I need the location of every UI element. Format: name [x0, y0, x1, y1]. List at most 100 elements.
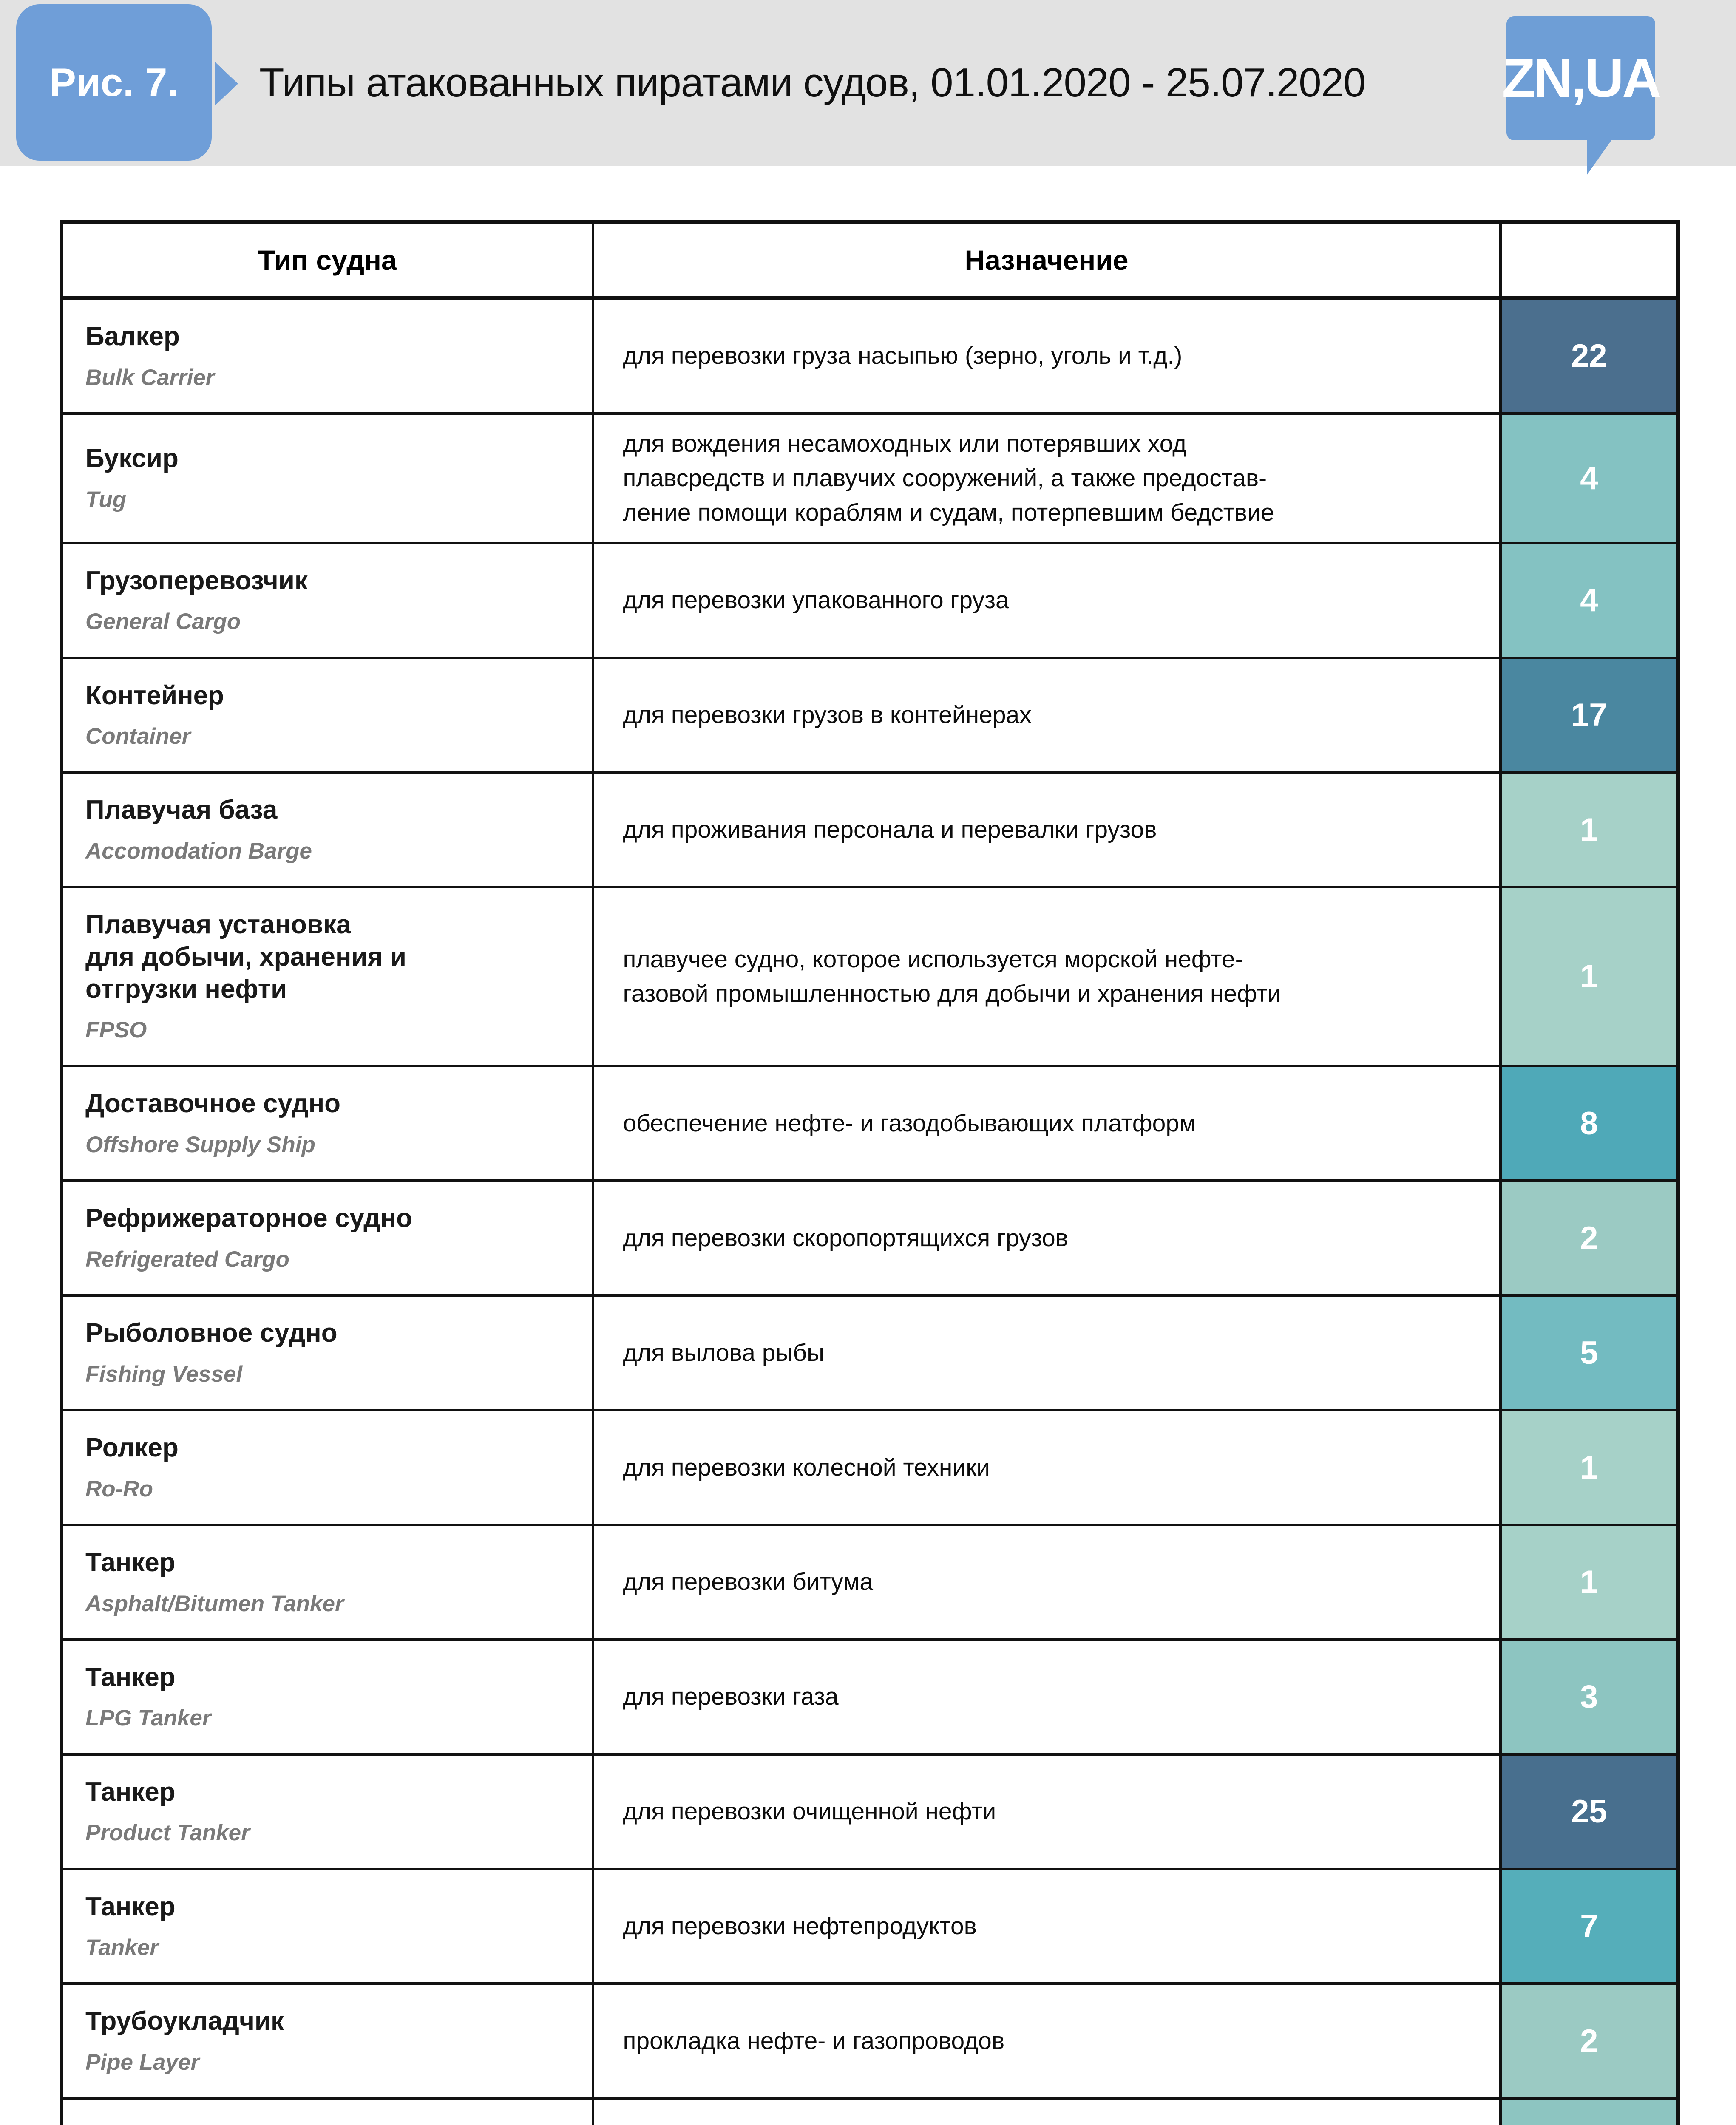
ship-type-ru: Танкер — [85, 1547, 176, 1577]
ship-type-cell: Буксир Tug — [60, 412, 594, 544]
ship-type-cell: Танкер Asphalt/Bitumen Tanker — [60, 1523, 594, 1641]
ship-type-ru: Контейнер — [85, 680, 224, 710]
purpose-cell: для перевозки упакованного груза — [591, 541, 1502, 659]
ship-type-ru: Буксир — [85, 444, 179, 473]
ship-type-en: Accomodation Barge — [85, 839, 312, 864]
purpose-cell: для перевозки скоропортящихся грузов — [591, 1179, 1502, 1297]
purpose-cell: для перевозки очищенной нефти — [591, 1753, 1502, 1870]
table-row: Доставочное судно Offshore Supply Ship о… — [60, 1065, 1680, 1182]
count-cell: 17 — [1499, 656, 1680, 774]
count-cell: 1 — [1499, 1523, 1680, 1641]
count-cell: 25 — [1499, 1753, 1680, 1870]
ship-type-ru: Рыболовное судно — [85, 1318, 338, 1348]
ship-type-en: FPSO — [85, 1017, 147, 1043]
column-header-purpose: Назначение — [591, 221, 1502, 300]
ship-type-en: Ro-Ro — [85, 1476, 153, 1502]
ship-type-en: Pipe Layer — [85, 2050, 200, 2075]
ship-types-table: Тип судна Назначение Балкер Bulk Carrier… — [60, 220, 1680, 2125]
page-title: Типы атакованных пиратами судов, 01.01.2… — [259, 60, 1366, 105]
ship-type-ru: Танкер — [85, 1892, 176, 1921]
count-cell: 5 — [1499, 1294, 1680, 1412]
ship-type-en: Asphalt/Bitumen Tanker — [85, 1591, 344, 1616]
purpose-cell: для перевозки нефтепродуктов — [591, 1867, 1502, 1985]
table-row: Плавучая база Accomodation Barge для про… — [60, 771, 1680, 889]
ship-type-en: Bulk Carrier — [85, 365, 215, 390]
ship-type-cell: Трубоукладчик Pipe Layer — [60, 1982, 594, 2100]
ship-type-cell: Танкер LPG Tanker — [60, 1638, 594, 1756]
ship-type-en: Tug — [85, 487, 127, 512]
ship-type-ru: Грузоперевозчик — [85, 566, 308, 595]
ship-type-ru: Танкер — [85, 1777, 176, 1807]
count-cell: 2 — [1499, 1982, 1680, 2100]
ship-type-en: Refrigerated Cargo — [85, 1247, 290, 1272]
ship-type-ru: Доставочное судно — [85, 1089, 341, 1119]
ship-type-en: Offshore Supply Ship — [85, 1132, 315, 1158]
count-cell: 22 — [1499, 297, 1680, 415]
ship-type-cell: Плавучая база Accomodation Barge — [60, 771, 594, 889]
ship-type-ru: Плавучая база — [85, 795, 278, 825]
chevron-right-icon — [215, 62, 238, 106]
purpose-cell: для перевозки грузов в контейнерах — [591, 656, 1502, 774]
table-header-row: Тип судна Назначение — [60, 221, 1680, 300]
table-row: Балкер Bulk Carrier для перевозки груза … — [60, 297, 1680, 415]
table-row: Контейнер Container для перевозки грузов… — [60, 656, 1680, 774]
znua-logo-tail — [1587, 138, 1613, 175]
table-row: Танкер Asphalt/Bitumen Tanker для перево… — [60, 1523, 1680, 1641]
ship-type-ru: Балкер — [85, 322, 180, 351]
count-cell: 4 — [1499, 412, 1680, 544]
ship-type-en: Product Tanker — [85, 1820, 250, 1846]
table-row: Ролкер Ro-Ro для перевозки колесной техн… — [60, 1409, 1680, 1526]
count-cell: 3 — [1499, 2097, 1680, 2125]
ship-type-ru: Плавучая установка для добычи, хранения … — [85, 910, 407, 1004]
count-cell: 2 — [1499, 1179, 1680, 1297]
ship-type-cell: Ролкер Ro-Ro — [60, 1409, 594, 1526]
table-body: Балкер Bulk Carrier для перевозки груза … — [60, 297, 1680, 2125]
count-cell: 7 — [1499, 1867, 1680, 1985]
ship-type-cell: Рефрижераторное судно Refrigerated Cargo — [60, 1179, 594, 1297]
ship-type-cell: Танкер Tanker — [60, 1867, 594, 1985]
ship-type-en: General Cargo — [85, 609, 241, 635]
znua-logo-text: ZN,UA — [1502, 48, 1661, 109]
purpose-cell: для проживания персонала и перевалки гру… — [591, 771, 1502, 889]
purpose-cell: для перевозки колесной техники — [591, 1409, 1502, 1526]
purpose-cell: для вождения несамоходных или потерявших… — [591, 412, 1502, 544]
table-row: Рефрижераторное судно Refrigerated Cargo… — [60, 1179, 1680, 1297]
ship-type-ru: Ролкер — [85, 1433, 179, 1463]
purpose-cell: для перевозки битума — [591, 1523, 1502, 1641]
ship-type-cell: Балкер Bulk Carrier — [60, 297, 594, 415]
ship-type-ru: Химический танкер — [85, 2120, 583, 2125]
ship-type-cell: Грузоперевозчик General Cargo — [60, 541, 594, 659]
ship-type-cell: Контейнер Container — [60, 656, 594, 774]
table-row: Танкер Tanker для перевозки нефтепродукт… — [60, 1867, 1680, 1985]
figure-number-badge: Рис. 7. — [16, 4, 212, 161]
column-header-count — [1499, 221, 1680, 300]
ship-type-en: Container — [85, 724, 191, 749]
ship-type-cell: Химический танкер Chemical Tanker — [60, 2097, 594, 2125]
ship-type-cell: Танкер Product Tanker — [60, 1753, 594, 1870]
purpose-cell: для перевозки груза насыпью (зерно, угол… — [591, 297, 1502, 415]
table-row: Танкер Product Tanker для перевозки очищ… — [60, 1753, 1680, 1870]
ship-type-ru: Рефрижераторное судно — [85, 1204, 412, 1233]
count-cell: 3 — [1499, 1638, 1680, 1756]
table-row: Химический танкер Chemical Tanker для пе… — [60, 2097, 1680, 2125]
ship-type-cell: Плавучая установка для добычи, хранения … — [60, 886, 594, 1068]
table-row: Буксир Tug для вождения несамоходных или… — [60, 412, 1680, 544]
count-cell: 1 — [1499, 771, 1680, 889]
purpose-cell: прокладка нефте- и газопроводов — [591, 1982, 1502, 2100]
ship-type-ru: Трубоукладчик — [85, 2006, 284, 2036]
ship-type-en: Tanker — [85, 1935, 159, 1961]
purpose-cell: обеспечение нефте- и газодобывающих плат… — [591, 1065, 1502, 1182]
table-row: Грузоперевозчик General Cargo для перево… — [60, 541, 1680, 659]
znua-logo: ZN,UA — [1502, 16, 1662, 175]
count-cell: 1 — [1499, 1409, 1680, 1526]
ship-type-ru: Танкер — [85, 1662, 176, 1692]
table-row: Трубоукладчик Pipe Layer прокладка нефте… — [60, 1982, 1680, 2100]
ship-type-en: Fishing Vessel — [85, 1361, 243, 1387]
column-header-ship-type: Тип судна — [60, 221, 594, 300]
count-cell: 1 — [1499, 886, 1680, 1068]
table-row: Плавучая установка для добычи, хранения … — [60, 886, 1680, 1068]
ship-type-en: LPG Tanker — [85, 1706, 211, 1731]
purpose-cell: для перевозки химикатов — [591, 2097, 1502, 2125]
count-cell: 8 — [1499, 1065, 1680, 1182]
header-bar: Рис. 7. Типы атакованных пиратами судов,… — [0, 0, 1736, 175]
